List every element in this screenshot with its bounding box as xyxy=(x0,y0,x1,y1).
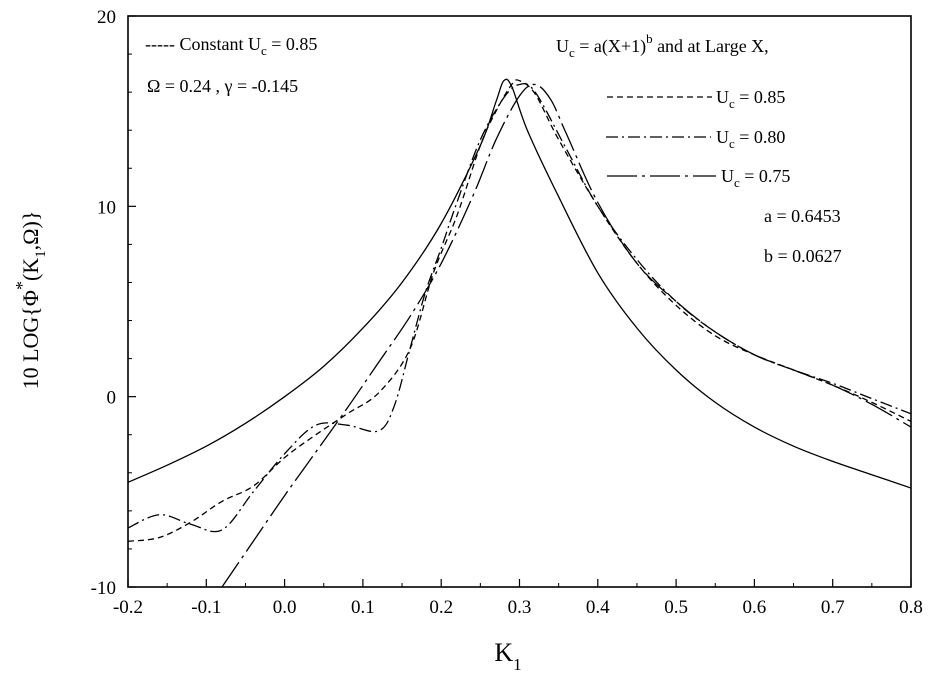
formula-subscript: c xyxy=(569,45,575,60)
formula-u: U xyxy=(556,36,569,56)
x-tick-label: 0.5 xyxy=(664,597,688,618)
y-tick-label: -10 xyxy=(91,578,116,599)
constant-legend-text: ----- Constant Uc = 0.85 xyxy=(145,34,317,58)
x-axis-label-subscript: 1 xyxy=(513,655,522,674)
legend-label-080: Uc = 0.80 xyxy=(716,127,785,151)
series-line-long-dash-dot xyxy=(221,83,911,587)
y-axis-label-subscript: 1 xyxy=(33,250,49,258)
x-tick-label: 0.1 xyxy=(351,597,375,618)
formula-mid: = a(X+1) xyxy=(575,36,646,57)
x-axis-label-main: K xyxy=(494,638,513,667)
legend-label-075: Uc = 0.75 xyxy=(721,166,790,190)
y-axis-label-star: * xyxy=(12,281,32,290)
constant-legend-subscript: c xyxy=(261,43,267,58)
y-tick-label: 0 xyxy=(107,388,117,409)
params-text: Ω = 0.24 , γ = -0.145 xyxy=(147,76,298,96)
series-line-dashed xyxy=(128,79,911,542)
y-axis-ticks: -10 0 10 20 xyxy=(91,7,136,599)
y-axis-label-part-1: 10 LOG{ xyxy=(18,306,43,389)
param-b-text: b = 0.0627 xyxy=(764,246,842,266)
legend-label-080-u: U xyxy=(716,127,729,147)
x-axis-ticks: -0.2 -0.1 0.0 0.1 0.2 0.3 0.4 0.5 0.6 0.7 0.8 xyxy=(113,579,923,618)
y-tick-label: 20 xyxy=(97,7,116,28)
legend-label-085-value: = 0.85 xyxy=(735,87,786,107)
formula-post: and at Large X, xyxy=(653,36,769,56)
legend-label-085-u: U xyxy=(716,87,729,107)
x-tick-label: 0.2 xyxy=(429,597,453,618)
y-axis-label-phi: Φ xyxy=(18,290,43,306)
x-axis-label: K1 xyxy=(494,638,521,674)
legend-label-075-value: = 0.75 xyxy=(740,166,791,186)
legend-label-080-value: = 0.80 xyxy=(735,127,786,147)
y-tick-label: 10 xyxy=(97,197,116,218)
y-axis-label: 10 LOG{Φ*(K1,Ω)} xyxy=(12,211,49,390)
x-tick-label: 0.0 xyxy=(273,597,297,618)
param-a-text: a = 0.6453 xyxy=(764,206,841,226)
x-tick-label: 0.8 xyxy=(899,597,923,618)
constant-legend-prefix: ----- Constant U xyxy=(145,34,261,54)
legend-label-085: Uc = 0.85 xyxy=(716,87,785,111)
legend-label-075-u: U xyxy=(721,166,734,186)
legend-label-075-sub: c xyxy=(734,175,740,190)
legend-label-080-sub: c xyxy=(729,136,735,151)
series-line-solid xyxy=(128,78,911,489)
x-tick-label: -0.2 xyxy=(113,597,143,618)
constant-legend-suffix: = 0.85 xyxy=(267,34,318,54)
x-tick-label: 0.7 xyxy=(821,597,845,618)
formula-text: Uc = a(X+1)b and at Large X, xyxy=(556,31,769,60)
formula-superscript: b xyxy=(646,31,653,46)
x-tick-label: 0.3 xyxy=(508,597,532,618)
x-tick-label: -0.1 xyxy=(191,597,221,618)
series-line-dash-dot xyxy=(128,83,911,533)
y-axis-label-part-6: ,Ω)} xyxy=(18,211,43,251)
series-layer xyxy=(128,78,911,587)
legend-label-085-sub: c xyxy=(729,96,735,111)
x-tick-label: 0.4 xyxy=(586,597,610,618)
x-tick-label: 0.6 xyxy=(743,597,767,618)
y-axis-label-part-4: (K xyxy=(18,258,43,281)
